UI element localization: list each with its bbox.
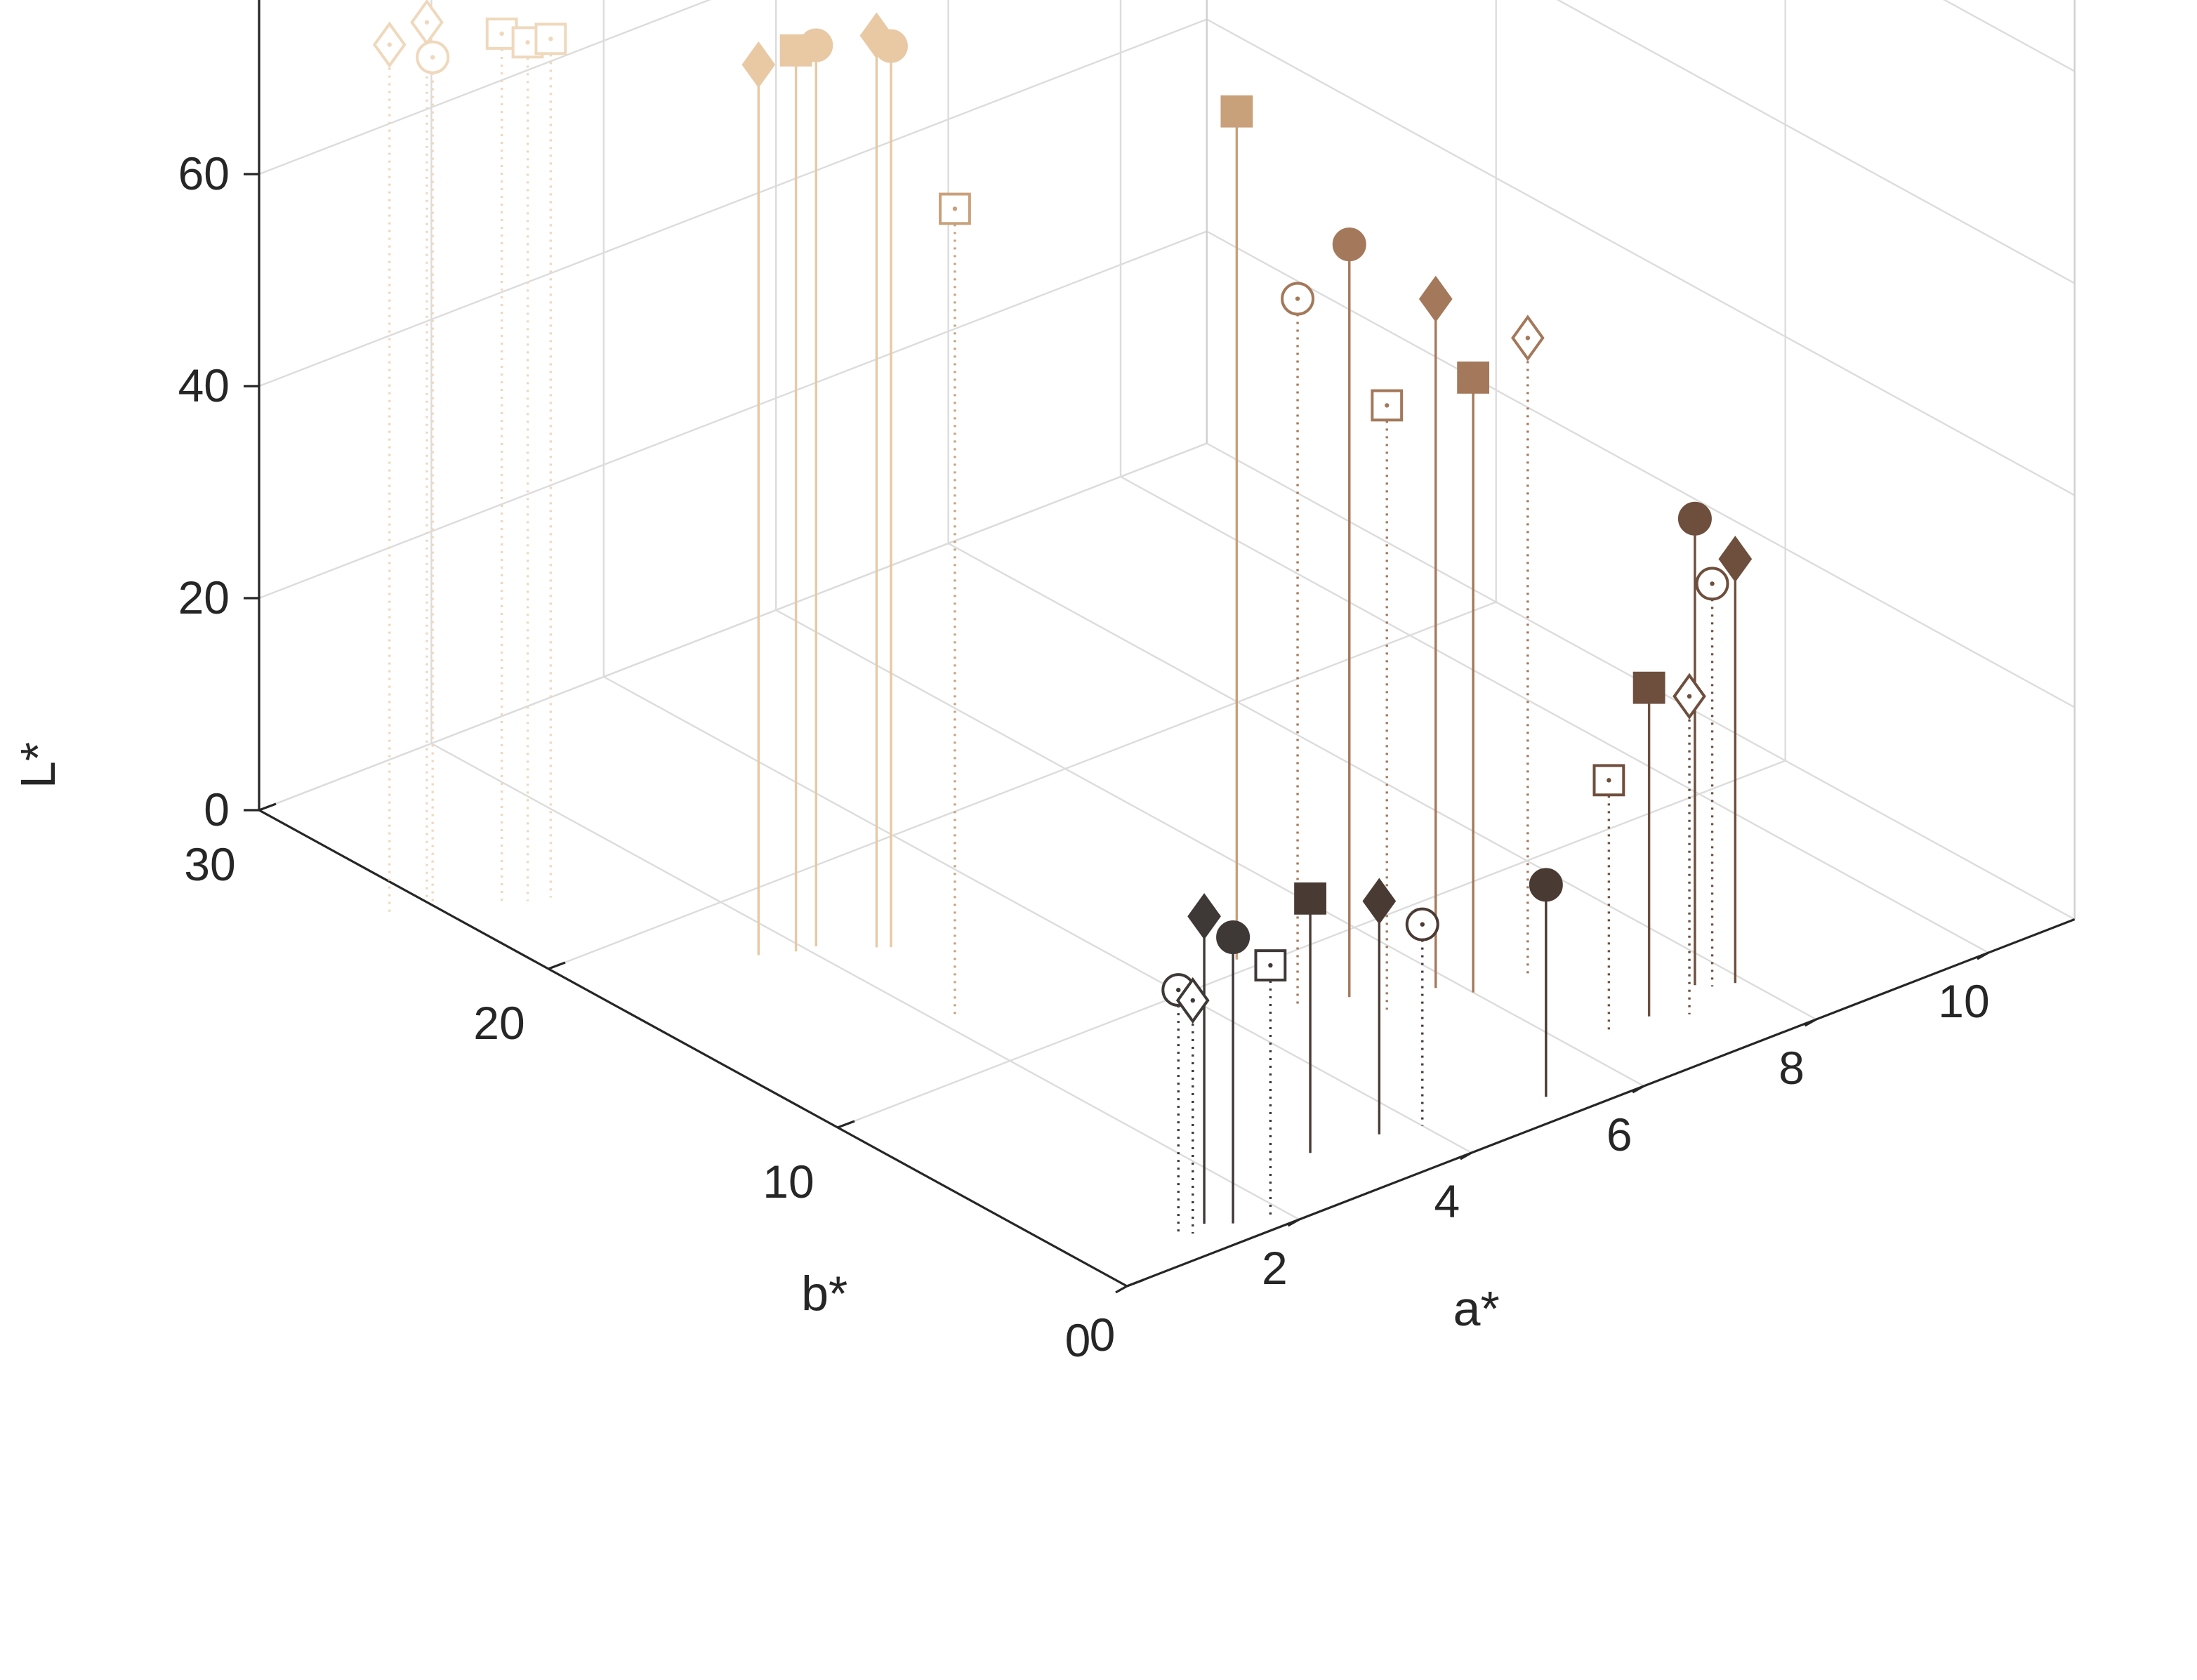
stem-layer bbox=[388, 22, 1737, 1234]
z-tick-label: 40 bbox=[178, 359, 230, 411]
gridline-a-floor bbox=[430, 742, 1300, 1221]
data-point-center-dot bbox=[548, 37, 553, 41]
x-tick bbox=[1115, 1285, 1128, 1294]
gridline-a-floor bbox=[775, 609, 1644, 1087]
data-point-diamond bbox=[1718, 536, 1753, 583]
z-tick-label: 0 bbox=[204, 783, 230, 835]
data-point-center-dot bbox=[1606, 778, 1611, 783]
gridline-L-backwall bbox=[258, 230, 1208, 600]
x-tick-label: 0 bbox=[1090, 1309, 1116, 1361]
gridline-L-backwall bbox=[258, 0, 711, 176]
y-tick bbox=[1126, 1278, 1144, 1288]
data-point-circle bbox=[1216, 920, 1251, 954]
data-point-circle bbox=[1677, 501, 1712, 536]
gridline-a-floor bbox=[603, 675, 1472, 1154]
x-axis-line bbox=[1126, 918, 2076, 1288]
data-point-center-dot bbox=[525, 40, 530, 45]
data-point-circle bbox=[799, 28, 833, 62]
gridline-L-backwall bbox=[258, 18, 1208, 388]
data-point-square bbox=[1592, 764, 1625, 797]
gridline-L-sidewall bbox=[1943, 0, 2076, 72]
gridline-L-backwall bbox=[258, 442, 1208, 812]
y-tick bbox=[837, 1120, 855, 1129]
data-point-diamond bbox=[1418, 275, 1453, 322]
y-axis-label: b* bbox=[801, 1266, 847, 1321]
x-tick-label: 10 bbox=[1938, 975, 1989, 1027]
y-tick-label: 20 bbox=[473, 997, 524, 1049]
data-point-center-dot bbox=[1385, 403, 1390, 408]
y-tick-label: 10 bbox=[763, 1156, 814, 1208]
data-point-square bbox=[1457, 361, 1490, 394]
data-point-square bbox=[1371, 389, 1404, 422]
data-point-center-dot bbox=[1420, 922, 1425, 927]
data-point-square bbox=[1632, 671, 1665, 704]
y-tick-label: 30 bbox=[184, 838, 235, 890]
data-point-center-dot bbox=[952, 206, 958, 211]
y-tick bbox=[258, 802, 277, 812]
data-point-center-dot bbox=[424, 20, 430, 25]
gridline-L-sidewall bbox=[1556, 0, 2076, 284]
x-tick bbox=[1632, 1085, 1644, 1094]
y-tick-label: 0 bbox=[1065, 1314, 1091, 1366]
x-tick-label: 6 bbox=[1606, 1109, 1632, 1160]
data-point-square bbox=[1294, 882, 1326, 915]
gridline-L-sidewall bbox=[1206, 230, 2076, 708]
data-point-square bbox=[1220, 95, 1253, 128]
x-axis-label: a* bbox=[1453, 1281, 1500, 1336]
data-point-center-dot bbox=[1268, 963, 1273, 968]
gridline-a-floor bbox=[948, 542, 1817, 1021]
x-tick bbox=[1977, 951, 1989, 960]
data-point-center-dot bbox=[1710, 581, 1715, 586]
label-layer: a* b* L* 02468100102030020406080100 bbox=[11, 147, 1990, 1366]
data-point-center-dot bbox=[1295, 296, 1300, 301]
data-point-center-dot bbox=[387, 42, 392, 47]
data-point-center-dot bbox=[1525, 336, 1531, 340]
data-point-diamond bbox=[1362, 878, 1397, 925]
gridline-a-floor bbox=[1120, 475, 1989, 954]
data-point-circle bbox=[873, 29, 908, 63]
data-point-circle bbox=[1529, 868, 1563, 902]
y-tick bbox=[548, 961, 566, 970]
gridline-b-floor bbox=[837, 760, 1786, 1129]
x-tick bbox=[1804, 1018, 1817, 1027]
x-tick bbox=[1460, 1151, 1472, 1160]
data-point-center-dot bbox=[1190, 998, 1195, 1003]
data-point-circle bbox=[1332, 227, 1366, 262]
x-tick-label: 4 bbox=[1434, 1175, 1460, 1227]
marker-layer bbox=[372, 0, 1753, 1024]
data-point-center-dot bbox=[430, 55, 435, 60]
z-axis-label: L* bbox=[11, 742, 65, 788]
gridline-b-floor bbox=[548, 601, 1497, 970]
x-tick-label: 2 bbox=[1262, 1242, 1288, 1294]
data-point-diamond bbox=[741, 41, 776, 88]
y-axis-line bbox=[258, 809, 1128, 1288]
x-tick-label: 8 bbox=[1779, 1042, 1805, 1094]
z-tick-label: 60 bbox=[178, 147, 230, 199]
data-point-diamond bbox=[1187, 893, 1221, 940]
gridline-L-sidewall bbox=[1206, 18, 2076, 496]
data-point-center-dot bbox=[1176, 987, 1181, 993]
data-point-center-dot bbox=[1687, 694, 1692, 699]
x-tick bbox=[1287, 1218, 1300, 1227]
data-point-square bbox=[534, 22, 567, 55]
z-tick-label: 20 bbox=[178, 571, 230, 623]
data-point-center-dot bbox=[499, 31, 504, 37]
data-point-square bbox=[939, 192, 971, 225]
axes-layer bbox=[244, 0, 2076, 1294]
